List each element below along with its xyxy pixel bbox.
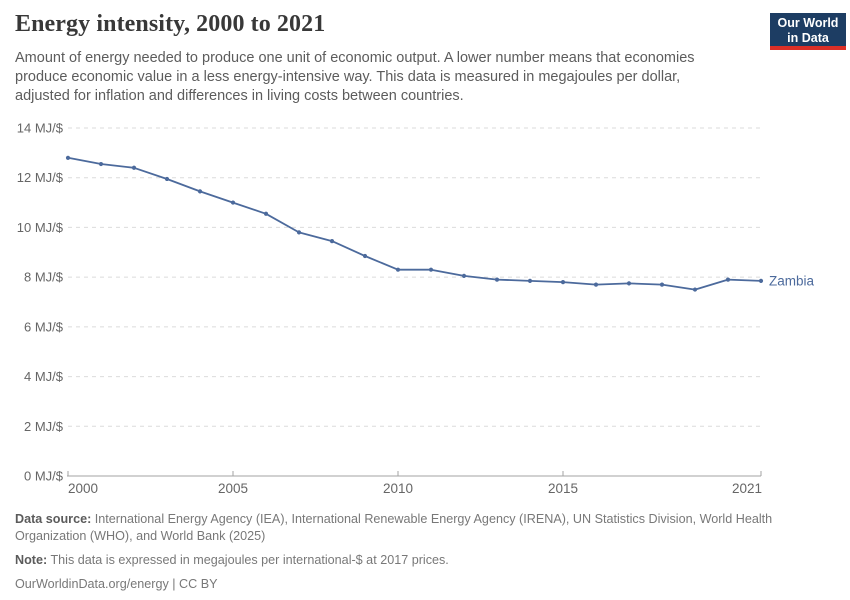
y-tick-label-0: 0 MJ/$: [24, 469, 64, 484]
data-source-line: Data source: International Energy Agency…: [15, 511, 805, 545]
y-tick-label-14: 14 MJ/$: [17, 121, 64, 136]
data-point-2003[interactable]: [164, 176, 170, 182]
data-point-2017[interactable]: [626, 281, 632, 286]
footer-links: OurWorldinData.org/energy | CC BY: [15, 576, 805, 593]
data-point-2011[interactable]: [428, 267, 434, 272]
y-tick-label-10: 10 MJ/$: [17, 220, 64, 235]
x-tick-label-2000: 2000: [68, 481, 98, 496]
note-text: This data is expressed in megajoules per…: [50, 553, 449, 567]
data-point-2004[interactable]: [197, 189, 203, 194]
note-line: Note: This data is expressed in megajoul…: [15, 552, 805, 569]
y-tick-label-6: 6 MJ/$: [24, 319, 64, 334]
data-point-2007[interactable]: [296, 230, 302, 235]
owid-logo[interactable]: Our World in Data: [770, 13, 846, 50]
data-source-text: International Energy Agency (IEA), Inter…: [15, 512, 773, 543]
data-point-2014[interactable]: [527, 278, 533, 283]
y-tick-label-2: 2 MJ/$: [24, 419, 64, 434]
data-point-2001[interactable]: [98, 161, 104, 167]
y-tick-label-12: 12 MJ/$: [17, 170, 64, 185]
x-tick-label-2021: 2021: [732, 481, 762, 496]
y-tick-label-4: 4 MJ/$: [24, 369, 64, 384]
x-tick-label-2015: 2015: [548, 481, 578, 496]
data-source-label: Data source:: [15, 512, 92, 526]
data-point-2019[interactable]: [692, 287, 698, 292]
x-tick-label-2010: 2010: [383, 481, 413, 496]
data-point-2010[interactable]: [395, 267, 401, 272]
series-label-zambia[interactable]: Zambia: [769, 273, 815, 288]
y-tick-label-8: 8 MJ/$: [24, 270, 64, 285]
page-subtitle: Amount of energy needed to produce one u…: [15, 50, 695, 104]
data-point-2008[interactable]: [329, 239, 335, 244]
data-point-2020[interactable]: [725, 277, 731, 282]
data-point-2000[interactable]: [65, 155, 71, 160]
page-title: Energy intensity, 2000 to 2021: [15, 11, 326, 37]
data-point-2013[interactable]: [494, 277, 500, 282]
data-point-2018[interactable]: [659, 282, 665, 287]
owid-logo-line2: in Data: [787, 31, 829, 45]
chart-canvas: 0 MJ/$ 2 MJ/$ 4 MJ/$ 6 MJ/$ 8 MJ/$ 10 MJ/$ 12 …: [17, 121, 815, 497]
footer-license: CC BY: [179, 577, 218, 591]
data-point-2012[interactable]: [461, 273, 467, 278]
x-tick-label-2005: 2005: [218, 481, 248, 496]
owid-logo-line1: Our World: [777, 16, 839, 30]
chart-footer: Data source: International Energy Agency…: [15, 511, 805, 600]
footer-url-link[interactable]: OurWorldinData.org/energy: [15, 577, 169, 591]
data-point-2021[interactable]: [758, 278, 764, 283]
chart-area: 0 MJ/$ 2 MJ/$ 4 MJ/$ 6 MJ/$ 8 MJ/$ 10 MJ/$ 12 …: [0, 110, 850, 505]
series-line-zambia[interactable]: [67, 156, 762, 291]
note-label: Note:: [15, 553, 48, 567]
data-point-2009[interactable]: [362, 253, 368, 259]
data-point-2015[interactable]: [560, 280, 566, 285]
data-point-2005[interactable]: [230, 200, 236, 205]
data-point-2016[interactable]: [593, 282, 599, 287]
data-point-2006[interactable]: [263, 211, 269, 216]
footer-separator: |: [172, 577, 176, 591]
data-point-2002[interactable]: [131, 165, 137, 170]
